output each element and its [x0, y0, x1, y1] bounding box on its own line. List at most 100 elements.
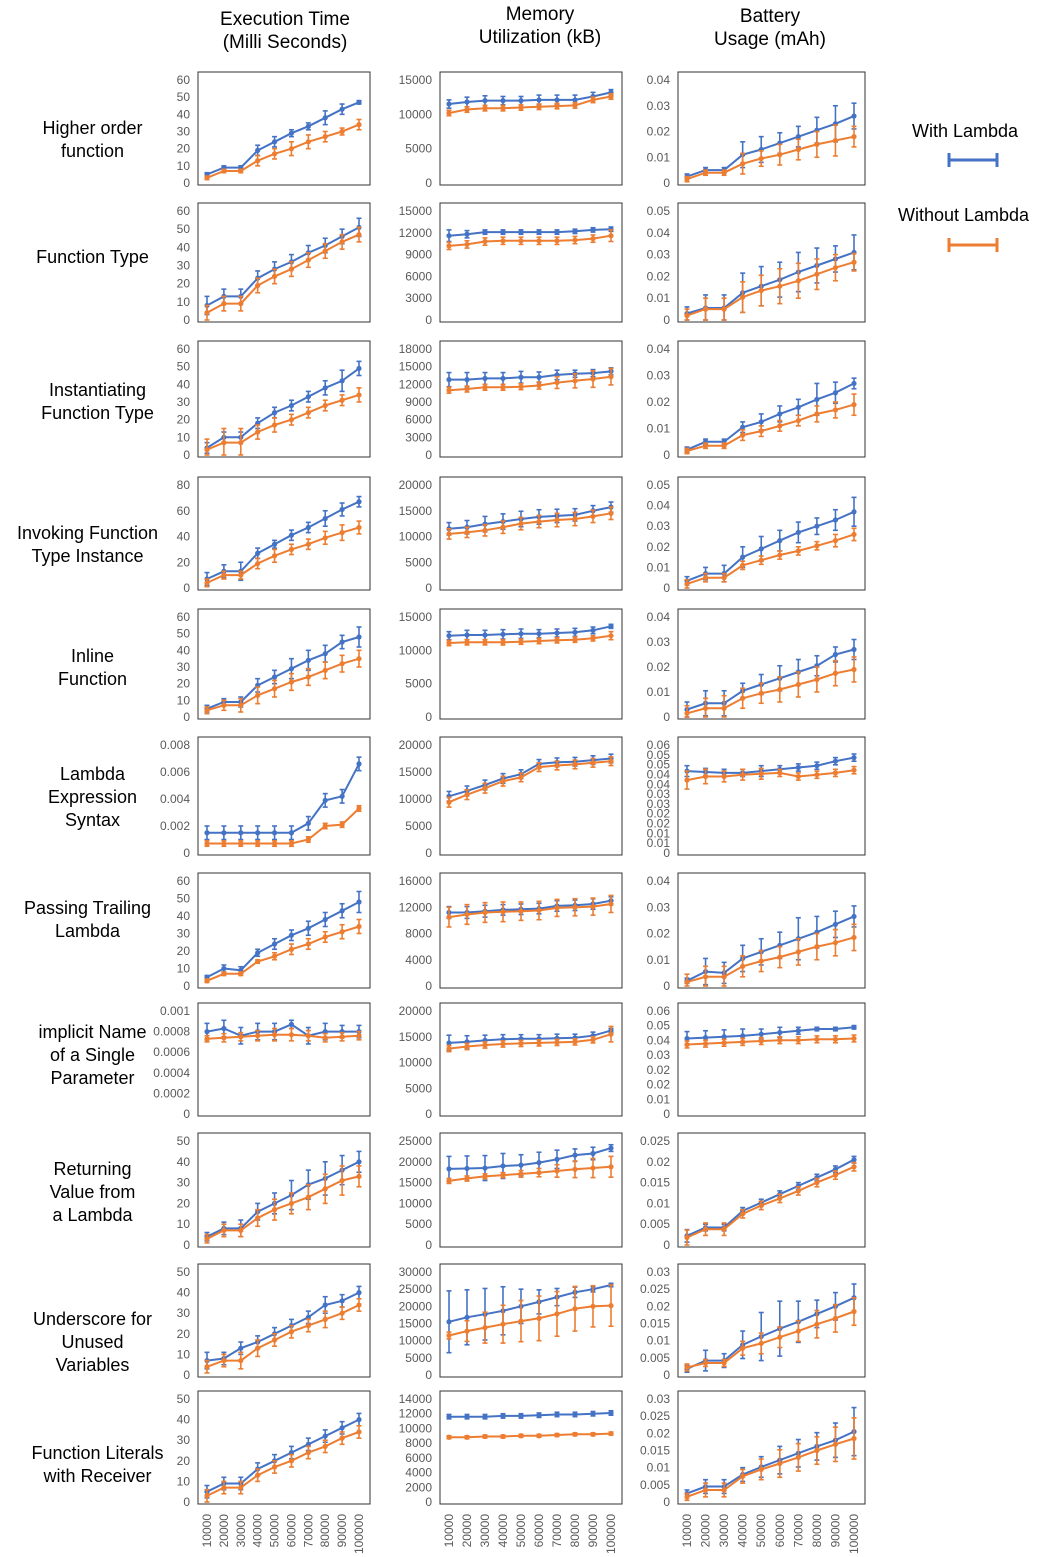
y-tick-label: 20 [177, 277, 191, 291]
data-point [204, 310, 210, 316]
plot-frame [197, 71, 371, 186]
data-point [851, 1024, 857, 1030]
data-point [238, 301, 244, 307]
data-point [322, 1035, 328, 1041]
y-tick-label: 10 [177, 430, 191, 444]
plot-frame [197, 1390, 371, 1505]
data-point [740, 1345, 746, 1351]
y-tick-label: 0.02 [647, 927, 671, 941]
data-point [721, 443, 727, 449]
data-point [758, 771, 764, 777]
series-line [686, 1026, 855, 1040]
y-tick-label: 0.03 [647, 1392, 671, 1406]
data-point [482, 1414, 488, 1420]
y-tick-label: 20 [177, 142, 191, 156]
data-point [446, 1414, 452, 1420]
series-line [448, 506, 612, 530]
y-tick-label: 10 [177, 295, 191, 309]
y-tick-label: 0 [183, 1107, 190, 1121]
series-line [448, 91, 612, 105]
data-point [464, 1328, 470, 1334]
data-point [356, 656, 362, 662]
y-tick-label: 0.05 [647, 204, 671, 218]
data-point [832, 670, 839, 676]
plot-frame [677, 1263, 866, 1378]
data-point [758, 155, 764, 162]
y-tick-label: 15000 [399, 360, 433, 374]
plot-frame [197, 1263, 371, 1378]
data-point [500, 1041, 506, 1047]
y-tick-label: 0.03 [647, 1265, 671, 1279]
data-point [305, 925, 311, 931]
series-line [206, 123, 360, 179]
data-point [572, 761, 578, 768]
data-point [356, 1159, 362, 1165]
y-tick-label: 0.03 [647, 99, 671, 113]
data-point [482, 229, 488, 235]
data-point [446, 1319, 452, 1325]
y-tick-label: 5000 [405, 142, 432, 156]
data-point [482, 1173, 488, 1179]
data-point [814, 944, 820, 950]
plot-frame [677, 1390, 866, 1505]
y-tick-label: 0 [663, 1238, 670, 1252]
data-point [255, 282, 261, 289]
data-point [271, 410, 278, 416]
y-tick-label: 14000 [399, 1392, 433, 1406]
series-line [686, 1437, 855, 1498]
y-tick-label: 0.02 [647, 660, 671, 674]
data-point [500, 98, 506, 104]
data-point [814, 676, 820, 683]
y-tick-label: 60 [177, 874, 191, 888]
plot-frame [677, 476, 866, 591]
series-line [448, 1165, 612, 1182]
y-tick-label: 20000 [399, 1004, 433, 1018]
data-point [721, 705, 727, 711]
data-point [271, 1032, 278, 1038]
row-label: Lambda Expression Syntax [47, 764, 138, 830]
y-tick-label: 0.02 [647, 1426, 671, 1440]
data-point [851, 113, 857, 119]
y-tick-label: 30 [177, 395, 191, 409]
y-tick-label: 20 [177, 413, 191, 427]
data-point [339, 1435, 345, 1441]
series-line [686, 1037, 855, 1046]
y-tick-label: 0 [663, 979, 670, 993]
y-tick-label: 9000 [405, 395, 432, 409]
data-point [322, 515, 328, 522]
data-point [608, 374, 614, 380]
y-tick-label: 0.0008 [153, 1025, 190, 1039]
plot-frame [677, 340, 866, 458]
data-point [572, 378, 578, 384]
data-point [221, 965, 227, 972]
y-tick-label: 0.03 [647, 900, 671, 914]
y-tick-label: 18000 [399, 342, 433, 356]
data-point [702, 773, 709, 780]
data-point [777, 411, 783, 417]
data-point [518, 1171, 524, 1177]
y-tick-label: 30 [177, 927, 191, 941]
y-tick-label: 0.01 [647, 560, 671, 574]
data-point [608, 1031, 614, 1037]
data-point [721, 1487, 727, 1493]
y-tick-label: 0.02 [647, 540, 671, 554]
series-line [206, 1304, 360, 1368]
data-point [832, 1315, 839, 1321]
data-point [322, 823, 328, 829]
x-tick-label: 60000 [284, 1514, 298, 1548]
y-tick-label: 60 [177, 204, 191, 218]
legend-swatch-with-lambda [947, 153, 999, 167]
data-point [482, 1165, 488, 1171]
data-point [322, 1316, 328, 1322]
data-point [702, 575, 709, 581]
data-point [339, 530, 345, 536]
y-tick-label: 10 [177, 693, 191, 707]
data-point [702, 1487, 709, 1493]
series-line [206, 1291, 360, 1362]
y-tick-label: 0.01 [647, 953, 671, 967]
series-line [686, 533, 855, 585]
data-point [288, 840, 295, 847]
y-tick-label: 60 [177, 342, 191, 356]
y-tick-label: 10000 [399, 792, 433, 806]
data-point [271, 953, 278, 959]
